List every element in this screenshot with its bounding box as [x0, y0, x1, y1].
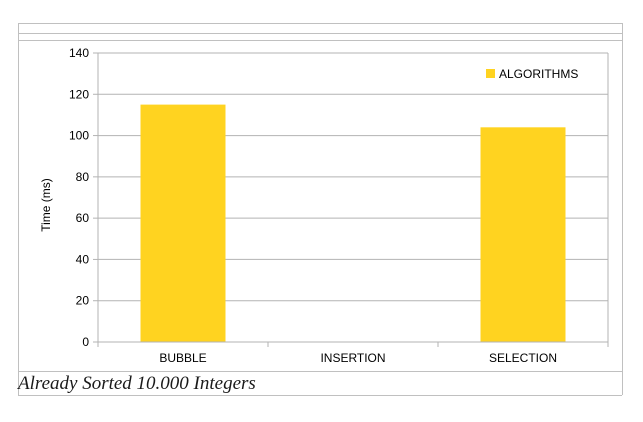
legend-label: ALGORITHMS: [499, 67, 578, 81]
frame-top-line: [18, 23, 622, 24]
legend: ALGORITHMS: [486, 67, 578, 81]
bar-selection: [480, 127, 566, 342]
y-tick-label: 20: [76, 294, 90, 308]
bar-bubble: [140, 104, 226, 342]
y-tick-label: 0: [82, 335, 89, 349]
bars: [140, 104, 566, 342]
y-tick-label: 40: [76, 252, 90, 266]
frame-right-line: [622, 23, 623, 395]
y-tick-label: 100: [69, 129, 89, 143]
frame-bottom-line: [18, 395, 622, 396]
chart-caption: Already Sorted 10.000 Integers: [18, 373, 256, 394]
y-tick-label: 60: [76, 211, 90, 225]
y-axis-label: Time (ms): [39, 178, 53, 232]
x-tick-labels: BUBBLE INSERTION SELECTION: [97, 342, 609, 365]
frame-caption-top-line: [18, 371, 622, 372]
y-tick-labels: 0 20 40 60 80 100 120 140: [69, 46, 98, 349]
frame-top-line-3: [18, 40, 622, 41]
y-tick-label: 140: [69, 46, 89, 60]
legend-swatch: [486, 69, 495, 78]
frame-top-line-2: [18, 33, 622, 34]
axes: [97, 53, 609, 343]
y-tick-label: 80: [76, 170, 90, 184]
x-tick-label: INSERTION: [320, 351, 385, 365]
x-tick-label: SELECTION: [489, 351, 557, 365]
x-tick-label: BUBBLE: [159, 351, 206, 365]
frame-left-line: [18, 23, 19, 395]
y-tick-label: 120: [69, 87, 89, 101]
